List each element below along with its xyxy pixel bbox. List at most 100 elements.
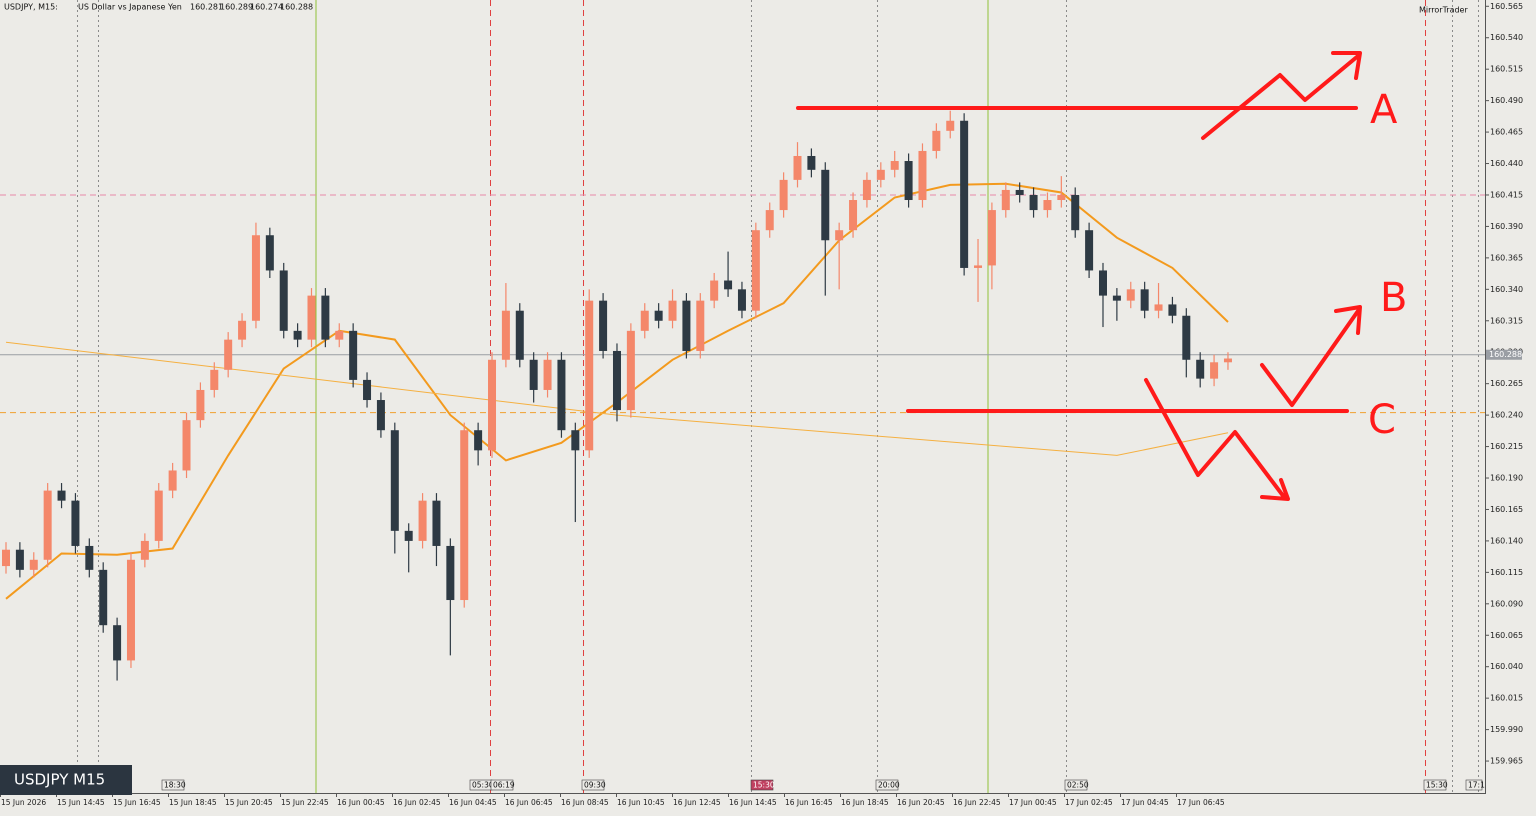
time-label: 16 Jun 00:45 (337, 798, 385, 807)
time-marker: 05:30 (472, 781, 494, 790)
candle-body (807, 155, 816, 170)
candle-body (418, 500, 427, 541)
brand: MirrorTrader (1419, 6, 1468, 15)
time-marker: 09:30 (584, 781, 606, 790)
candle-body (460, 430, 469, 601)
price-label: 160.465 (1490, 128, 1523, 137)
candle-body (1223, 358, 1232, 363)
price-label: 160.415 (1490, 190, 1523, 199)
candle-body (349, 330, 358, 380)
time-label: 16 Jun 22:45 (953, 798, 1001, 807)
annotation-label: A (1370, 87, 1398, 133)
candle-body (1015, 189, 1024, 195)
candle-body (946, 120, 955, 131)
candle-body (210, 369, 219, 390)
price-label: 160.090 (1490, 599, 1523, 608)
price-label: 160.140 (1490, 536, 1523, 545)
candle-body (390, 430, 399, 531)
ohlc-value: 160.274 (250, 3, 283, 12)
candle-body (862, 179, 871, 201)
time-label: 15 Jun 22:45 (281, 798, 329, 807)
levels (0, 194, 1485, 414)
arrow-down (1144, 378, 1290, 501)
time-marker: 02:50 (1067, 781, 1089, 790)
time-marker: 20:00 (878, 781, 900, 790)
candle-body (1085, 230, 1094, 271)
price-label: 160.440 (1490, 159, 1523, 168)
candle-body (1154, 304, 1163, 311)
candle-body (501, 310, 510, 360)
current-price-label: 160.288 (1489, 350, 1522, 359)
candles (2, 110, 1232, 681)
candle-body (890, 161, 899, 170)
annotation-label: C (1368, 397, 1396, 443)
annotation-label: B (1380, 275, 1407, 321)
time-label: 16 Jun 06:45 (505, 798, 553, 807)
ohlc-value: 160.288 (280, 3, 313, 12)
time-label: 15 Jun 2026 (1, 798, 46, 807)
price-label: 160.490 (1490, 96, 1523, 105)
candle-body (376, 400, 385, 431)
time-label: 16 Jun 08:45 (561, 798, 609, 807)
candle-body (238, 320, 247, 340)
price-label: 160.390 (1490, 222, 1523, 231)
time-marker: 15:30 (1426, 781, 1448, 790)
candle-body (821, 169, 830, 241)
candle-body (1098, 270, 1107, 296)
candle-body (279, 270, 288, 331)
price-label: 160.340 (1490, 285, 1523, 294)
time-label: 17 Jun 00:45 (1009, 798, 1057, 807)
time-marker-box (1423, 779, 1447, 791)
candle-body (57, 490, 66, 501)
price-label: 160.240 (1490, 411, 1523, 420)
candle-body (612, 350, 621, 411)
ohlc-value: 160.289 (220, 3, 253, 12)
time-label: 15 Jun 16:45 (113, 798, 161, 807)
time-marker-box (1465, 779, 1483, 791)
time-label: 16 Jun 02:45 (393, 798, 441, 807)
time-marker: 06:19 (493, 781, 515, 790)
candle-body (99, 569, 108, 626)
candle-body (1112, 295, 1121, 301)
time-label: 16 Jun 20:45 (897, 798, 945, 807)
candle-body (571, 430, 580, 451)
candle-body (918, 150, 927, 201)
candle-body (640, 310, 649, 331)
candle-body (335, 330, 344, 340)
price-label: 159.990 (1490, 725, 1523, 734)
candle-body (960, 120, 969, 268)
watermark: USDJPY M15 (14, 771, 105, 789)
candle-body (1029, 194, 1038, 211)
candle-body (557, 359, 566, 431)
time-label: 15 Jun 20:45 (225, 798, 273, 807)
candle-body (1057, 194, 1066, 201)
candle-body (251, 235, 260, 321)
price-label: 160.265 (1490, 379, 1523, 388)
price-label: 160.365 (1490, 253, 1523, 262)
time-label: 16 Jun 04:45 (449, 798, 497, 807)
description: US Dollar vs Japanese Yen (78, 3, 182, 12)
price-axis-bg (1485, 0, 1536, 793)
price-ticks: 160.565 160.540 160.515 160.490 160.465 160.4… (1485, 2, 1523, 766)
candle-body (404, 530, 413, 541)
time-label: 17 Jun 04:45 (1121, 798, 1169, 807)
time-marker: 17:1 (1468, 781, 1485, 790)
candle-body (43, 490, 52, 560)
candle-body (71, 500, 80, 546)
time-marker-box (581, 779, 605, 791)
candle-body (168, 470, 177, 491)
candle-body (488, 359, 497, 451)
price-label: 160.515 (1490, 65, 1523, 74)
time-label: 16 Jun 16:45 (785, 798, 833, 807)
candle-body (140, 540, 149, 560)
arrow-rebound (1260, 305, 1362, 407)
candle-body (307, 295, 316, 340)
time-label: 15 Jun 18:45 (169, 798, 217, 807)
session-lines (77, 0, 1479, 793)
candle-body (585, 300, 594, 451)
candle-body (654, 310, 663, 321)
candle-body (849, 200, 858, 231)
candle-body (932, 130, 941, 151)
watermark-box (0, 765, 132, 795)
